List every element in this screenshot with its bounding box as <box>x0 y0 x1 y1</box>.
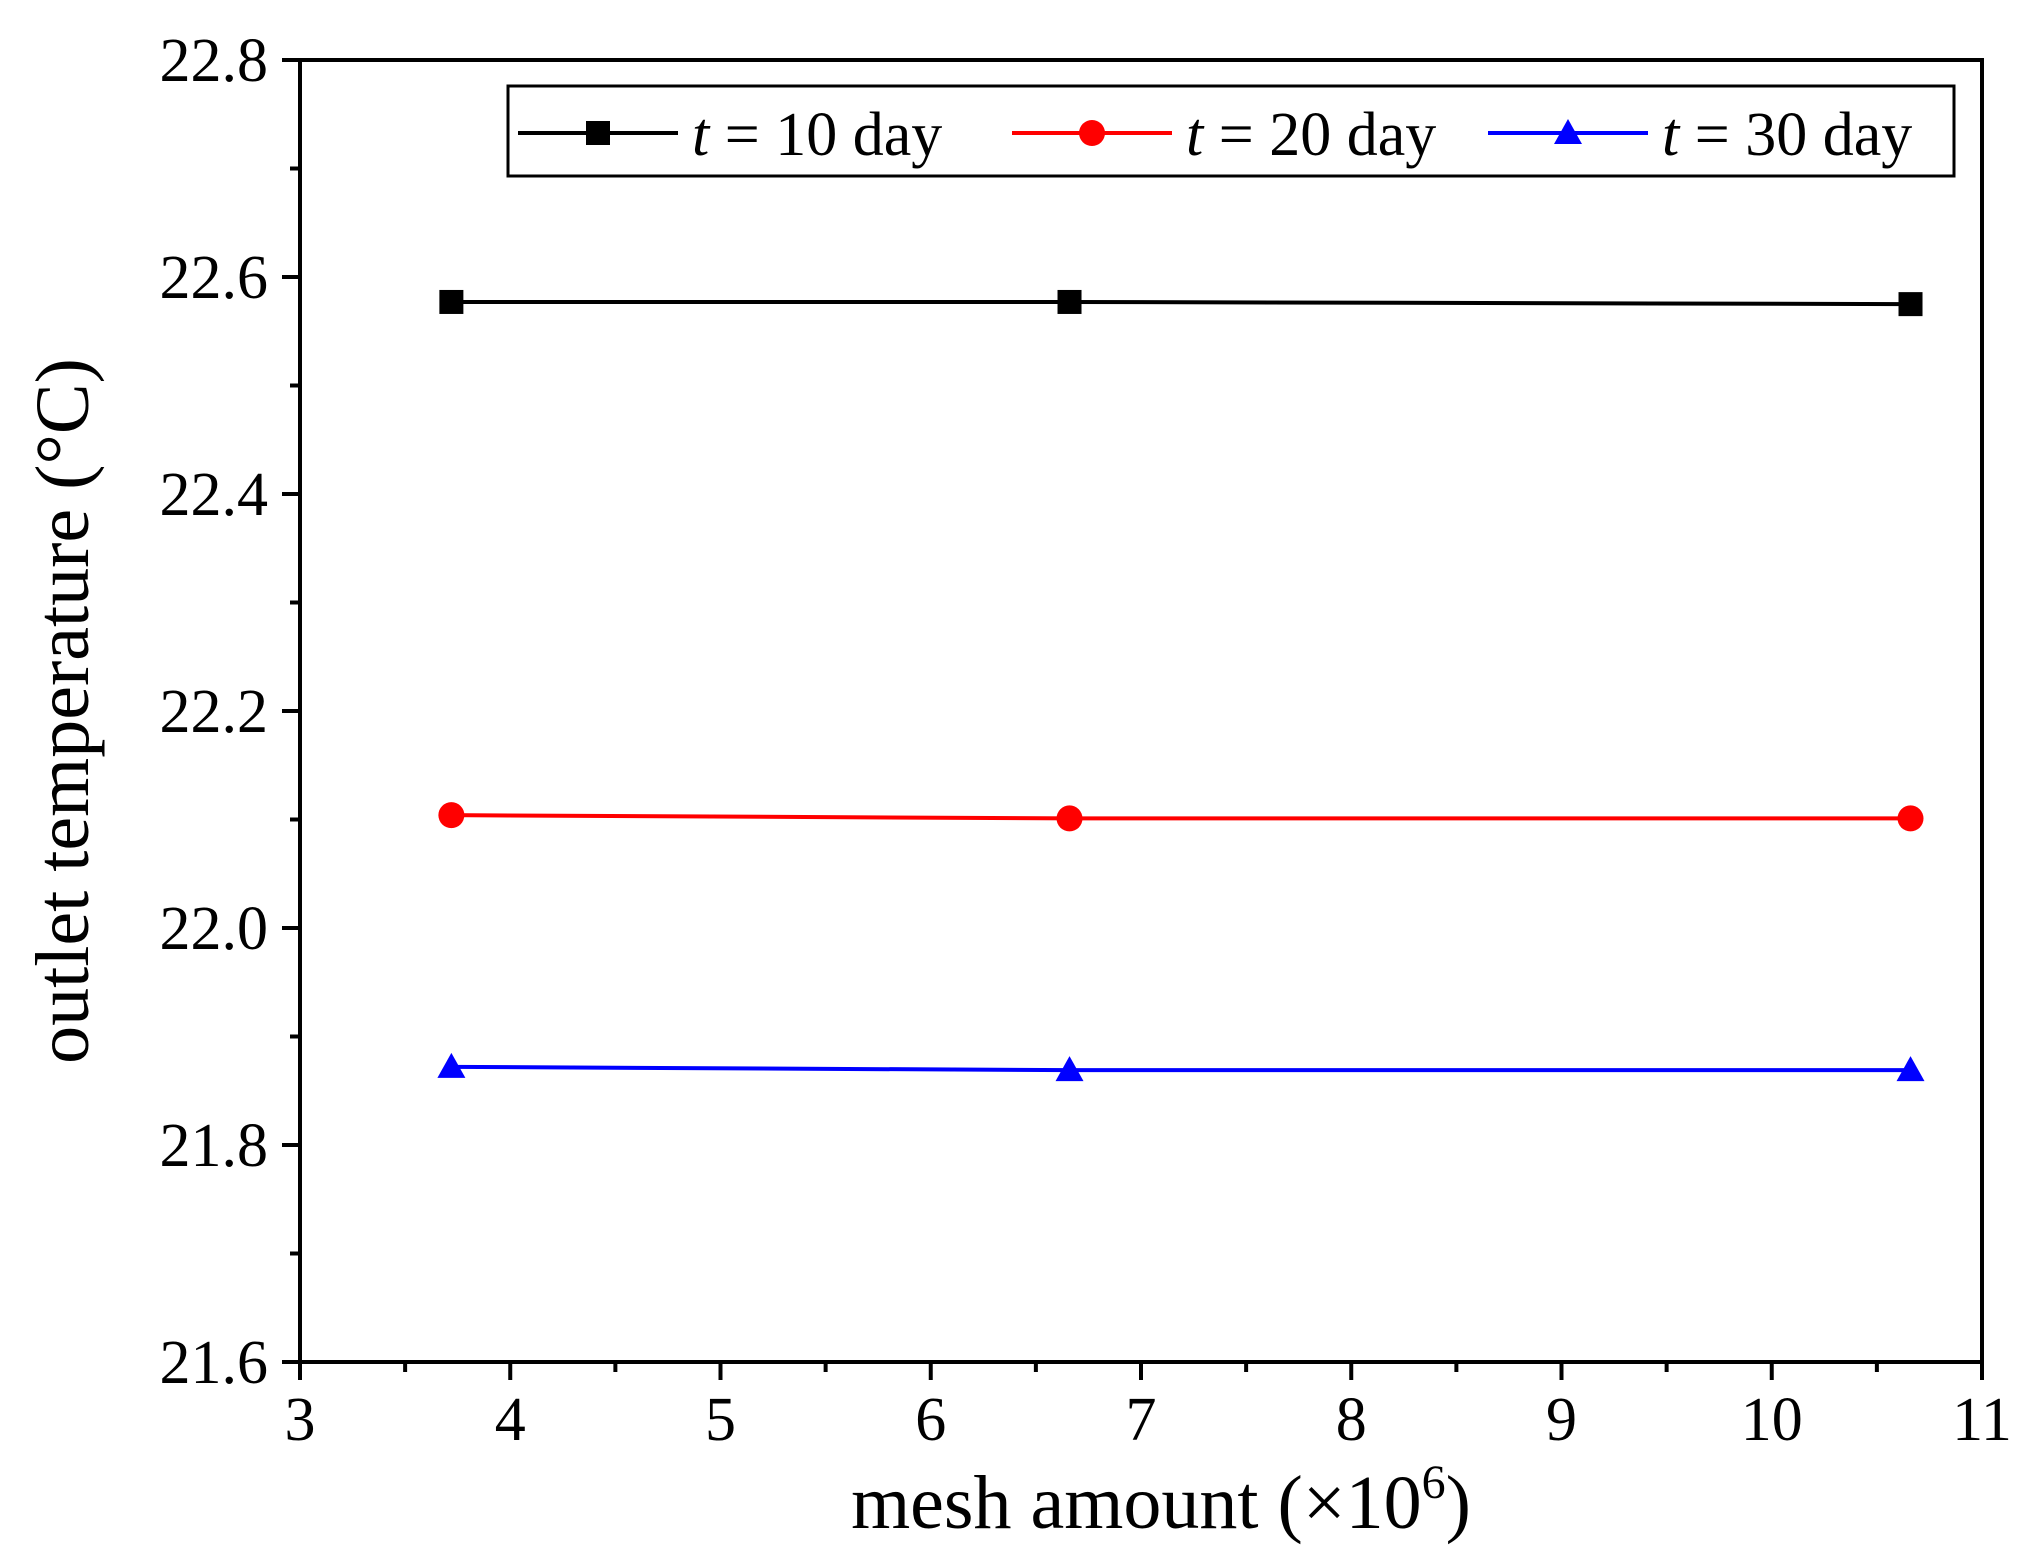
y-axis-label: outlet temperature (°C) <box>21 358 105 1064</box>
legend-entry: t = 20 day <box>1012 101 1436 169</box>
x-tick-label: 11 <box>1952 1386 2012 1454</box>
legend-box <box>506 84 1956 178</box>
data-point <box>1057 289 1082 314</box>
x-tick-label: 10 <box>1741 1386 1803 1454</box>
x-tick-label: 7 <box>1126 1386 1157 1454</box>
data-point <box>438 802 465 829</box>
data-point <box>1896 1056 1925 1082</box>
x-tick-label: 6 <box>915 1386 946 1454</box>
data-point <box>1056 805 1083 832</box>
y-tick-label: 22.4 <box>160 461 269 529</box>
series-1 <box>439 289 1923 317</box>
data-point <box>1055 1056 1084 1082</box>
data-point <box>1898 292 1923 317</box>
legend-entry: t = 10 day <box>518 101 942 169</box>
legend-label: t = 10 day <box>692 101 942 169</box>
y-tick-label: 22.2 <box>160 678 269 746</box>
x-axis-label: mesh amount (×106) <box>851 1456 1471 1545</box>
data-point <box>1897 805 1924 832</box>
series-layer <box>437 289 1925 1082</box>
legend: t = 10 day t = 20 day t = 30 day <box>506 84 1956 178</box>
data-point <box>439 289 464 314</box>
x-tick-label: 4 <box>495 1386 526 1454</box>
x-tick-label: 9 <box>1546 1386 1577 1454</box>
x-tick-label: 8 <box>1336 1386 1367 1454</box>
legend-marker <box>1554 119 1582 144</box>
x-tick-label: 5 <box>705 1386 736 1454</box>
data-point <box>437 1052 466 1078</box>
x-axis-label-exponent: 6 <box>1422 1456 1446 1509</box>
legend-label: t = 20 day <box>1186 101 1436 169</box>
series-line <box>451 299 1911 307</box>
legend-marker <box>586 121 610 145</box>
ticks-layer: 3 4 5 6 7 8 9 10 11 21.6 21.8 22.0 22.2 22.4 22.6 22.8 <box>160 27 2012 1454</box>
y-tick-label: 22.6 <box>160 244 269 312</box>
series-2 <box>438 802 1924 832</box>
legend-label: t = 30 day <box>1662 101 1912 169</box>
y-tick-label: 21.8 <box>160 1112 269 1180</box>
plot-frame <box>298 58 1984 1364</box>
series-line <box>451 1064 1911 1073</box>
axis-labels: mesh amount (×106) outlet temperature (°… <box>21 358 1471 1545</box>
legend-marker <box>1079 120 1105 146</box>
series-3 <box>437 1052 1925 1082</box>
series-line <box>451 813 1911 821</box>
y-tick-label: 22.8 <box>160 27 269 95</box>
y-tick-label: 21.6 <box>160 1329 269 1397</box>
y-tick-label: 22.0 <box>160 895 269 963</box>
legend-entry: t = 30 day <box>1488 101 1912 169</box>
x-tick-label: 3 <box>285 1386 316 1454</box>
